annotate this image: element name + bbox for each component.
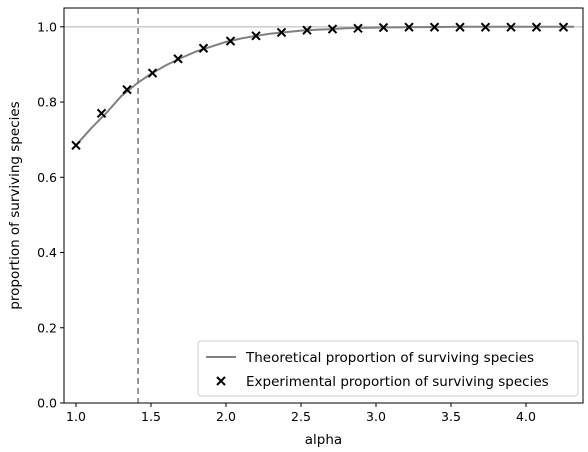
experimental-point xyxy=(147,68,158,78)
experimental-point xyxy=(96,108,107,119)
marker-stroke xyxy=(404,22,414,32)
experimental-point xyxy=(251,31,261,41)
legend-label-theoretical: Theoretical proportion of surviving spec… xyxy=(245,350,534,366)
y-axis-label: proportion of surviving species xyxy=(7,101,23,309)
x-tick-label: 1.0 xyxy=(66,409,86,424)
experimental-point xyxy=(378,22,389,33)
marker-stroke xyxy=(327,24,338,34)
marker-stroke xyxy=(173,54,183,64)
experimental-point xyxy=(71,140,81,151)
experimental-point xyxy=(455,22,465,32)
x-tick-label: 1.5 xyxy=(141,409,161,424)
marker-stroke xyxy=(353,23,363,34)
x-tick-label: 4.0 xyxy=(516,409,536,424)
experimental-point xyxy=(122,84,132,95)
x-axis-label: alpha xyxy=(305,432,342,448)
legend: Theoretical proportion of surviving spec… xyxy=(197,340,579,397)
experimental-point xyxy=(558,22,569,32)
marker-stroke xyxy=(480,22,491,32)
marker-stroke xyxy=(276,27,287,38)
x-tick-label: 2.5 xyxy=(291,409,311,424)
experimental-point xyxy=(480,22,491,32)
x-tick-label: 3.5 xyxy=(441,409,461,424)
marker-stroke xyxy=(216,376,226,386)
experimental-point xyxy=(327,24,338,34)
experimental-point xyxy=(276,27,287,38)
x-tick-label: 3.0 xyxy=(366,409,386,424)
marker-stroke xyxy=(429,22,440,32)
marker-stroke xyxy=(147,68,158,78)
x-axis: 1.0 1.5 2.0 2.5 3.0 3.5 4.0 xyxy=(66,403,536,424)
legend-marker-swatch xyxy=(216,376,226,386)
marker-stroke xyxy=(71,140,81,151)
experimental-point xyxy=(429,22,440,32)
legend-label-experimental: Experimental proportion of surviving spe… xyxy=(246,374,549,390)
plot-frame xyxy=(63,7,584,404)
legend-box xyxy=(197,340,579,397)
experimental-point xyxy=(198,43,209,53)
experimental-point xyxy=(404,22,414,32)
y-tick-label: 1.0 xyxy=(37,19,57,34)
y-tick-label: 0.0 xyxy=(37,396,57,411)
marker-stroke xyxy=(302,25,312,35)
y-tick-label: 0.4 xyxy=(37,245,57,260)
legend-marker xyxy=(216,376,226,386)
experimental-point xyxy=(173,54,183,64)
marker-stroke xyxy=(251,31,261,41)
y-tick-label: 0.2 xyxy=(37,320,57,335)
y-tick-label: 0.8 xyxy=(37,95,57,110)
marker-stroke xyxy=(122,84,132,95)
experimental-point xyxy=(506,22,516,32)
experimental-point xyxy=(531,22,542,32)
marker-stroke xyxy=(531,22,542,32)
theoretical-line xyxy=(75,25,574,146)
marker-stroke xyxy=(198,43,209,53)
experimental-point xyxy=(353,23,363,34)
marker-stroke xyxy=(558,22,569,32)
x-tick-label: 2.0 xyxy=(216,409,236,424)
y-axis: 0.0 0.2 0.4 0.6 0.8 1.0 xyxy=(37,19,64,411)
y-tick-label: 0.6 xyxy=(37,170,57,185)
plot-content xyxy=(64,8,583,403)
marker-stroke xyxy=(506,22,516,32)
experimental-point xyxy=(225,36,236,46)
marker-stroke xyxy=(378,22,389,33)
marker-stroke xyxy=(96,108,107,119)
experimental-point xyxy=(302,25,312,35)
marker-stroke xyxy=(225,36,236,46)
marker-stroke xyxy=(455,22,465,32)
